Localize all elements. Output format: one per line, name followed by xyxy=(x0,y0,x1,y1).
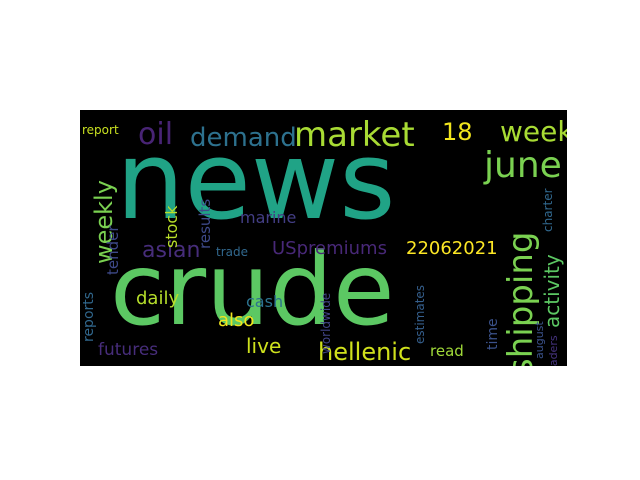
word-hellenic: hellenic xyxy=(318,338,412,366)
word-22062021: 22062021 xyxy=(406,238,498,259)
word-report: report xyxy=(82,123,119,137)
word-live: live xyxy=(246,334,282,358)
word-crude: crude xyxy=(110,231,395,348)
word-charter: charter xyxy=(541,188,555,232)
word-asian: asian xyxy=(142,238,201,263)
word-read: read xyxy=(430,342,464,360)
word-week: week xyxy=(500,115,567,148)
word-also: also xyxy=(218,310,255,331)
word-worldwide: worldwide xyxy=(319,292,333,354)
word-june: june xyxy=(484,145,562,186)
word-tender: tender xyxy=(104,225,122,275)
word-cash: cash xyxy=(246,292,284,311)
word-time: time xyxy=(485,318,501,350)
word-activity: activity xyxy=(540,254,564,328)
word-traders: traders xyxy=(547,335,560,366)
word-trade: trade xyxy=(216,245,248,259)
word-august: august xyxy=(533,321,546,359)
word-demand: demand xyxy=(190,123,297,153)
word-marine: marine xyxy=(240,208,297,227)
word-uspremiums: USpremiums xyxy=(272,238,387,259)
word-market: market xyxy=(294,115,415,155)
word-results: results xyxy=(196,198,214,249)
word-stock: stock xyxy=(162,205,181,248)
word-oil: oil xyxy=(138,117,174,152)
word-estimates: estimates xyxy=(413,284,427,344)
word-reports: reports xyxy=(81,291,97,342)
word-news: news xyxy=(116,119,396,244)
word-cloud: news crude market june week oil demand 1… xyxy=(80,110,567,366)
word-18: 18 xyxy=(442,118,473,146)
word-daily: daily xyxy=(136,288,180,309)
word-futures: futures xyxy=(98,340,159,360)
